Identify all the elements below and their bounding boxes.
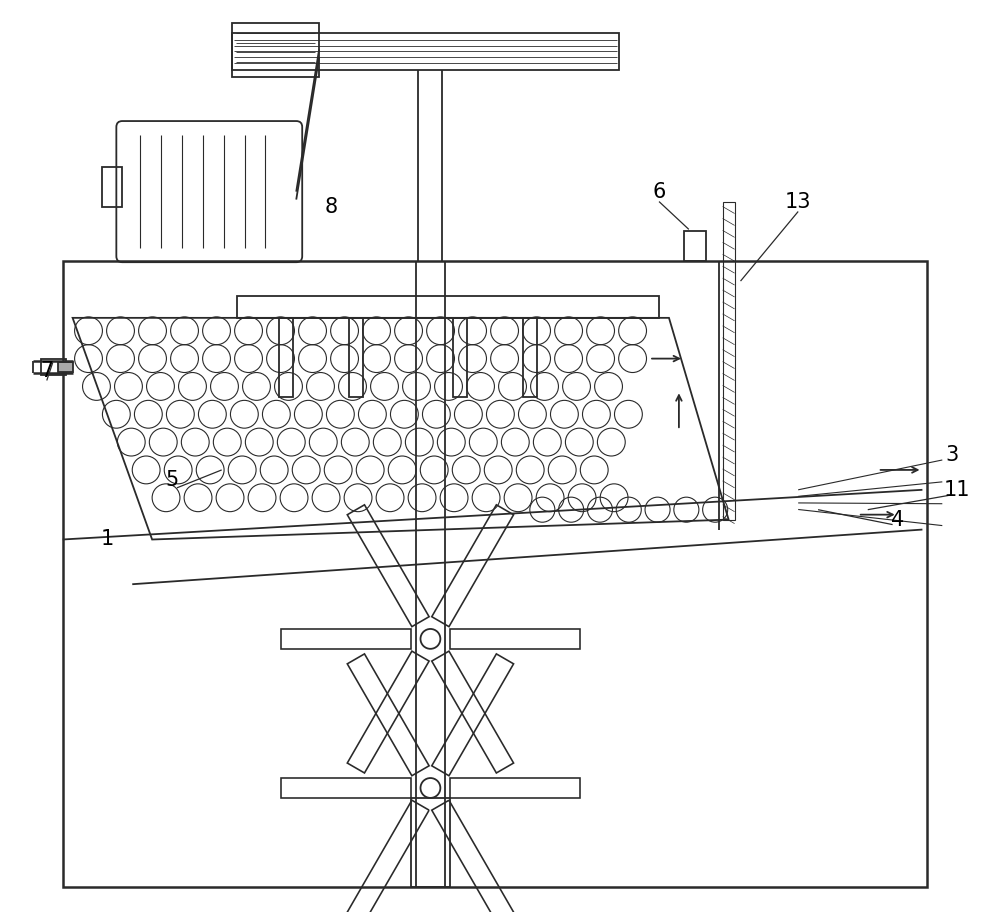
Text: 13: 13 xyxy=(785,191,811,211)
Text: 7: 7 xyxy=(40,361,53,381)
Text: 11: 11 xyxy=(944,479,970,500)
Bar xyxy=(523,318,537,397)
Bar xyxy=(41,359,66,374)
Bar xyxy=(102,167,122,207)
Bar xyxy=(723,201,735,520)
Text: 4: 4 xyxy=(891,510,904,530)
Bar xyxy=(411,798,450,888)
Bar xyxy=(58,361,73,371)
Bar xyxy=(684,231,706,261)
Text: 1: 1 xyxy=(101,530,114,550)
Bar xyxy=(232,23,319,78)
Text: 5: 5 xyxy=(165,470,179,490)
Bar xyxy=(63,261,927,888)
Bar xyxy=(232,33,619,70)
Bar xyxy=(279,318,293,397)
Text: 8: 8 xyxy=(324,197,338,217)
Text: 6: 6 xyxy=(652,181,666,201)
Bar xyxy=(237,296,659,318)
Bar xyxy=(349,318,363,397)
Text: 3: 3 xyxy=(946,445,959,465)
Bar xyxy=(453,318,467,397)
